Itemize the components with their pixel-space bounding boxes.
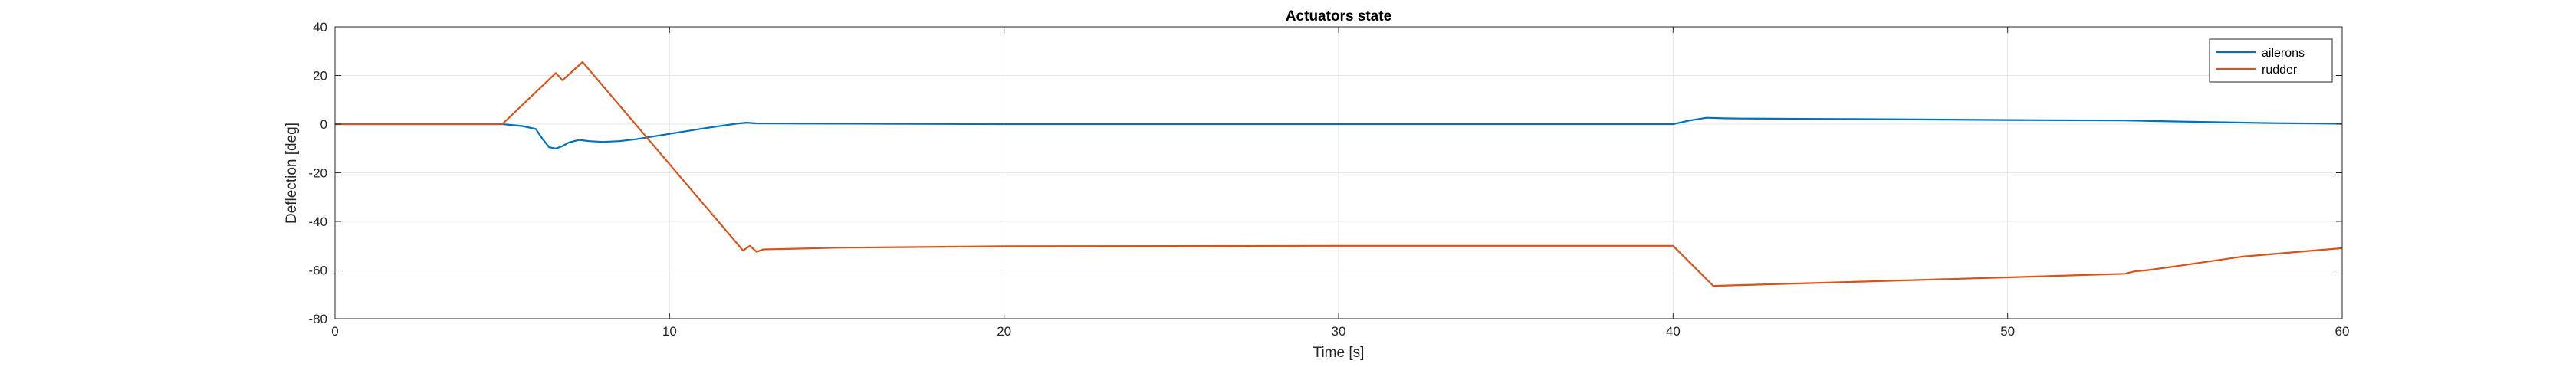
x-axis-label: Time [s] xyxy=(1313,345,1365,361)
y-tick-label: -80 xyxy=(308,312,327,326)
series-line-rudder xyxy=(335,61,2343,287)
chart-title: Actuators state xyxy=(1286,8,1392,25)
series-line-ailerons xyxy=(335,116,2343,149)
y-axis-label: Deflection [deg] xyxy=(284,123,300,224)
y-tick-label: -40 xyxy=(308,215,327,229)
x-tick-label: 10 xyxy=(662,324,677,339)
x-tick-label: 60 xyxy=(2335,324,2350,339)
y-tick-label: -60 xyxy=(308,264,327,278)
x-axis: 0 10 20 30 40 50 60 xyxy=(331,27,2349,339)
x-tick-label: 50 xyxy=(2000,324,2015,339)
x-tick-label: 40 xyxy=(1666,324,1681,339)
legend-box xyxy=(2209,38,2333,83)
y-tick-label: 20 xyxy=(313,69,327,84)
legend[interactable]: ailerons rudder xyxy=(2209,38,2333,83)
x-tick-label: 0 xyxy=(331,324,338,339)
y-tick-label: 0 xyxy=(320,117,327,132)
x-tick-label: 20 xyxy=(997,324,1011,339)
series-layer xyxy=(335,61,2343,287)
legend-label-ailerons[interactable]: ailerons xyxy=(2262,47,2305,60)
y-tick-label: 40 xyxy=(313,20,327,34)
x-tick-label: 30 xyxy=(1332,324,1346,339)
legend-label-rudder[interactable]: rudder xyxy=(2262,64,2298,77)
y-axis: -80 -60 -40 -20 0 20 40 xyxy=(308,20,2342,326)
y-tick-label: -20 xyxy=(308,166,327,181)
